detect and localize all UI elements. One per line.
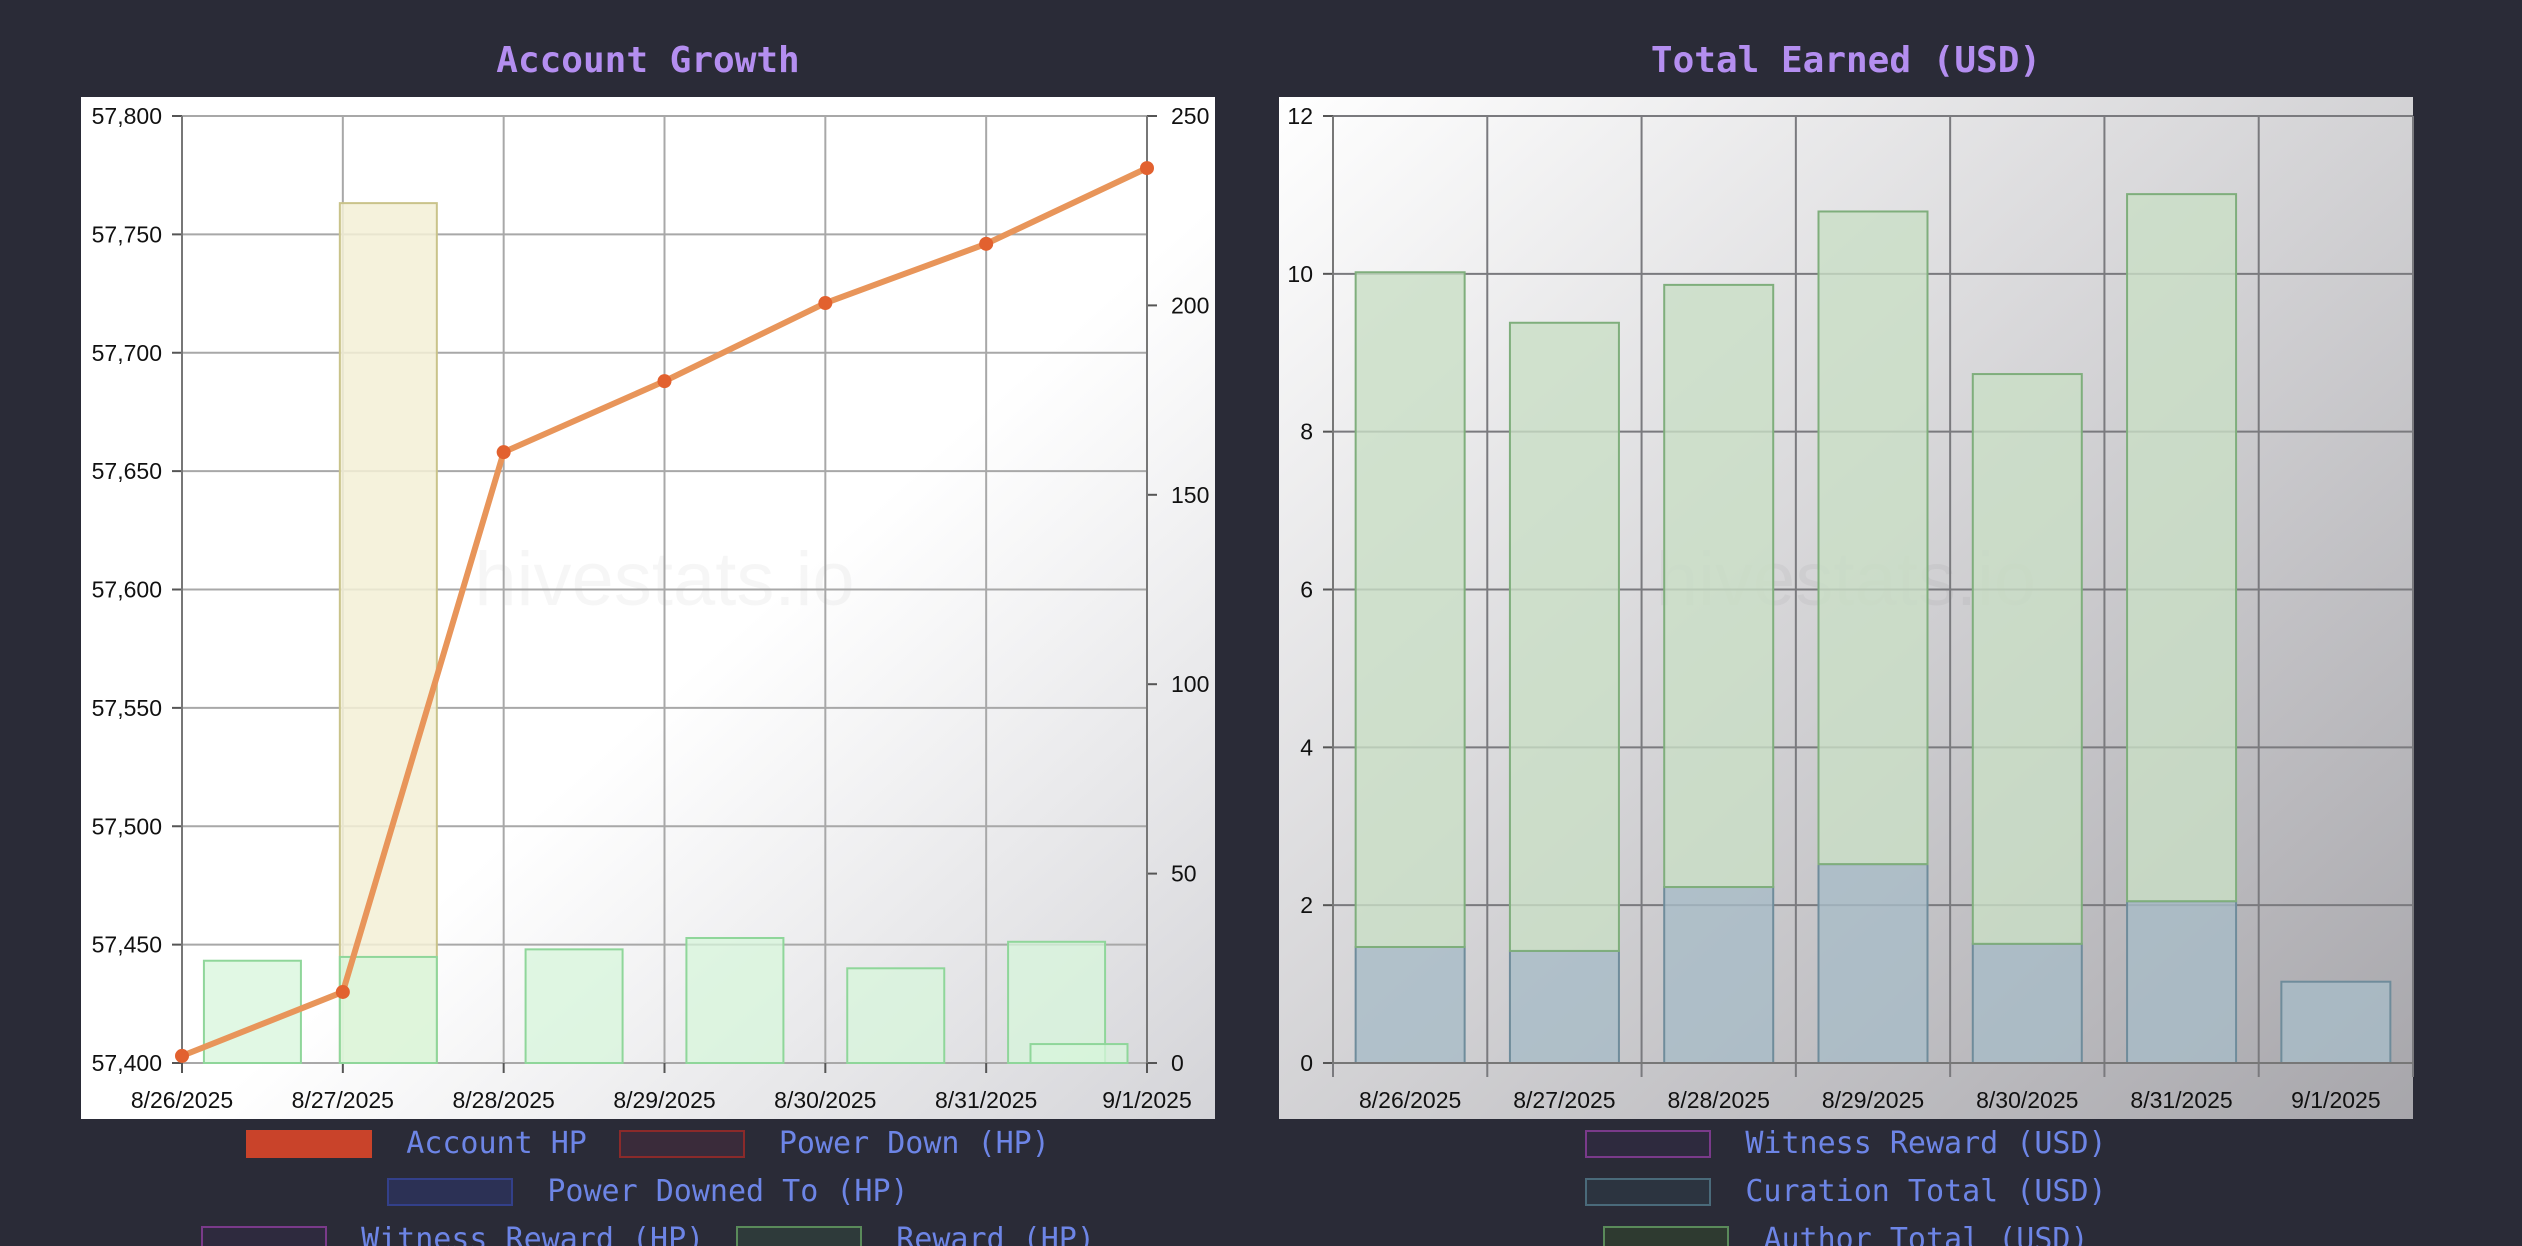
x-tick-label: 8/28/2025	[1668, 1087, 1770, 1113]
y-tick-label: 12	[1287, 103, 1313, 129]
account-hp-point	[658, 374, 672, 388]
reward-hp-bar	[1031, 1044, 1128, 1063]
legend-item[interactable]: Reward (HP)	[736, 1222, 1095, 1246]
legend-item[interactable]: Witness Reward (HP)	[201, 1222, 704, 1246]
y-left-tick-label: 57,400	[92, 1050, 162, 1076]
legend-label: Curation Total (USD)	[1745, 1174, 2106, 1209]
x-tick-label: 9/1/2025	[1102, 1087, 1192, 1113]
author-total-bar	[2127, 194, 2236, 901]
legend-row: Curation Total (USD)	[1279, 1174, 2413, 1209]
legend-row: Witness Reward (HP) Reward (HP)	[81, 1222, 1215, 1246]
legend-swatch	[1585, 1178, 1711, 1206]
y-tick-label: 0	[1300, 1050, 1313, 1076]
account-hp-point	[336, 985, 350, 999]
legend-label: Author Total (USD)	[1763, 1222, 2088, 1246]
total-earned-legend: Witness Reward (USD) Curation Total (USD)…	[1279, 1126, 2413, 1246]
curation-total-bar	[2281, 982, 2390, 1063]
legend-swatch	[387, 1178, 513, 1206]
legend-item[interactable]: Curation Total (USD)	[1585, 1174, 2106, 1209]
reward-hp-bar	[340, 957, 437, 1063]
y-right-tick-label: 200	[1171, 292, 1209, 318]
legend-row: Account HP Power Down (HP)	[81, 1126, 1215, 1161]
legend-row: Power Downed To (HP)	[81, 1174, 1215, 1209]
legend-row: Author Total (USD)	[1279, 1222, 2413, 1246]
y-right-tick-label: 150	[1171, 482, 1209, 508]
legend-swatch	[201, 1226, 327, 1246]
legend-label: Reward (HP)	[896, 1222, 1095, 1246]
legend-swatch	[246, 1130, 372, 1158]
x-tick-label: 8/28/2025	[453, 1087, 555, 1113]
legend-swatch	[1585, 1130, 1711, 1158]
x-tick-label: 8/26/2025	[131, 1087, 233, 1113]
y-tick-label: 2	[1300, 892, 1313, 918]
y-left-tick-label: 57,750	[92, 221, 162, 247]
y-right-tick-label: 250	[1171, 103, 1209, 129]
curation-total-bar	[1664, 887, 1773, 1063]
legend-swatch	[736, 1226, 862, 1246]
account-hp-point	[497, 445, 511, 459]
y-left-tick-label: 57,700	[92, 340, 162, 366]
legend-label: Power Downed To (HP)	[547, 1174, 908, 1209]
legend-label: Witness Reward (HP)	[361, 1222, 704, 1246]
legend-item[interactable]: Power Downed To (HP)	[387, 1174, 908, 1209]
y-left-tick-label: 57,650	[92, 458, 162, 484]
legend-swatch	[619, 1130, 745, 1158]
legend-label: Power Down (HP)	[779, 1126, 1050, 1161]
y-left-tick-label: 57,600	[92, 577, 162, 603]
y-right-tick-label: 100	[1171, 671, 1209, 697]
x-tick-label: 8/26/2025	[1359, 1087, 1461, 1113]
author-total-bar	[1973, 374, 2082, 944]
author-total-bar	[1664, 285, 1773, 887]
curation-total-bar	[1819, 864, 1928, 1063]
x-tick-label: 8/29/2025	[613, 1087, 715, 1113]
y-left-tick-label: 57,500	[92, 813, 162, 839]
legend-label: Witness Reward (USD)	[1745, 1126, 2106, 1161]
legend-item[interactable]: Account HP	[246, 1126, 587, 1161]
y-right-tick-label: 50	[1171, 861, 1197, 887]
author-total-bar	[1510, 323, 1619, 951]
legend-item[interactable]: Witness Reward (USD)	[1585, 1126, 2106, 1161]
legend-label: Account HP	[406, 1126, 587, 1161]
y-left-tick-label: 57,800	[92, 103, 162, 129]
author-total-bar	[1356, 272, 1465, 947]
x-tick-label: 8/31/2025	[2130, 1087, 2232, 1113]
y-right-tick-label: 0	[1171, 1050, 1184, 1076]
x-tick-label: 8/27/2025	[1513, 1087, 1615, 1113]
y-tick-label: 8	[1300, 419, 1313, 445]
curation-total-bar	[1356, 947, 1465, 1063]
legend-row: Witness Reward (USD)	[1279, 1126, 2413, 1161]
curation-total-bar	[1510, 951, 1619, 1063]
y-left-tick-label: 57,550	[92, 695, 162, 721]
account-hp-point	[175, 1049, 189, 1063]
y-tick-label: 10	[1287, 261, 1313, 287]
x-tick-label: 8/30/2025	[774, 1087, 876, 1113]
x-tick-label: 8/30/2025	[1976, 1087, 2078, 1113]
account-hp-point	[1140, 161, 1154, 175]
x-tick-label: 9/1/2025	[2291, 1087, 2381, 1113]
account-hp-point	[818, 296, 832, 310]
author-total-bar	[1819, 211, 1928, 864]
curation-total-bar	[1973, 944, 2082, 1063]
y-left-tick-label: 57,450	[92, 932, 162, 958]
y-tick-label: 4	[1300, 734, 1313, 760]
account-growth-legend: Account HP Power Down (HP) Power Downed To…	[81, 1126, 1215, 1246]
x-tick-label: 8/27/2025	[292, 1087, 394, 1113]
legend-swatch	[1603, 1226, 1729, 1246]
account-hp-point	[979, 237, 993, 251]
reward-hp-bar	[526, 949, 623, 1063]
legend-item[interactable]: Author Total (USD)	[1603, 1222, 2088, 1246]
x-tick-label: 8/29/2025	[1822, 1087, 1924, 1113]
reward-hp-bar	[686, 938, 783, 1063]
curation-total-bar	[2127, 901, 2236, 1063]
legend-item[interactable]: Power Down (HP)	[619, 1126, 1050, 1161]
reward-hp-bar	[847, 968, 944, 1063]
witness-reward-hp-bar	[340, 203, 437, 1063]
y-tick-label: 6	[1300, 577, 1313, 603]
x-tick-label: 8/31/2025	[935, 1087, 1037, 1113]
